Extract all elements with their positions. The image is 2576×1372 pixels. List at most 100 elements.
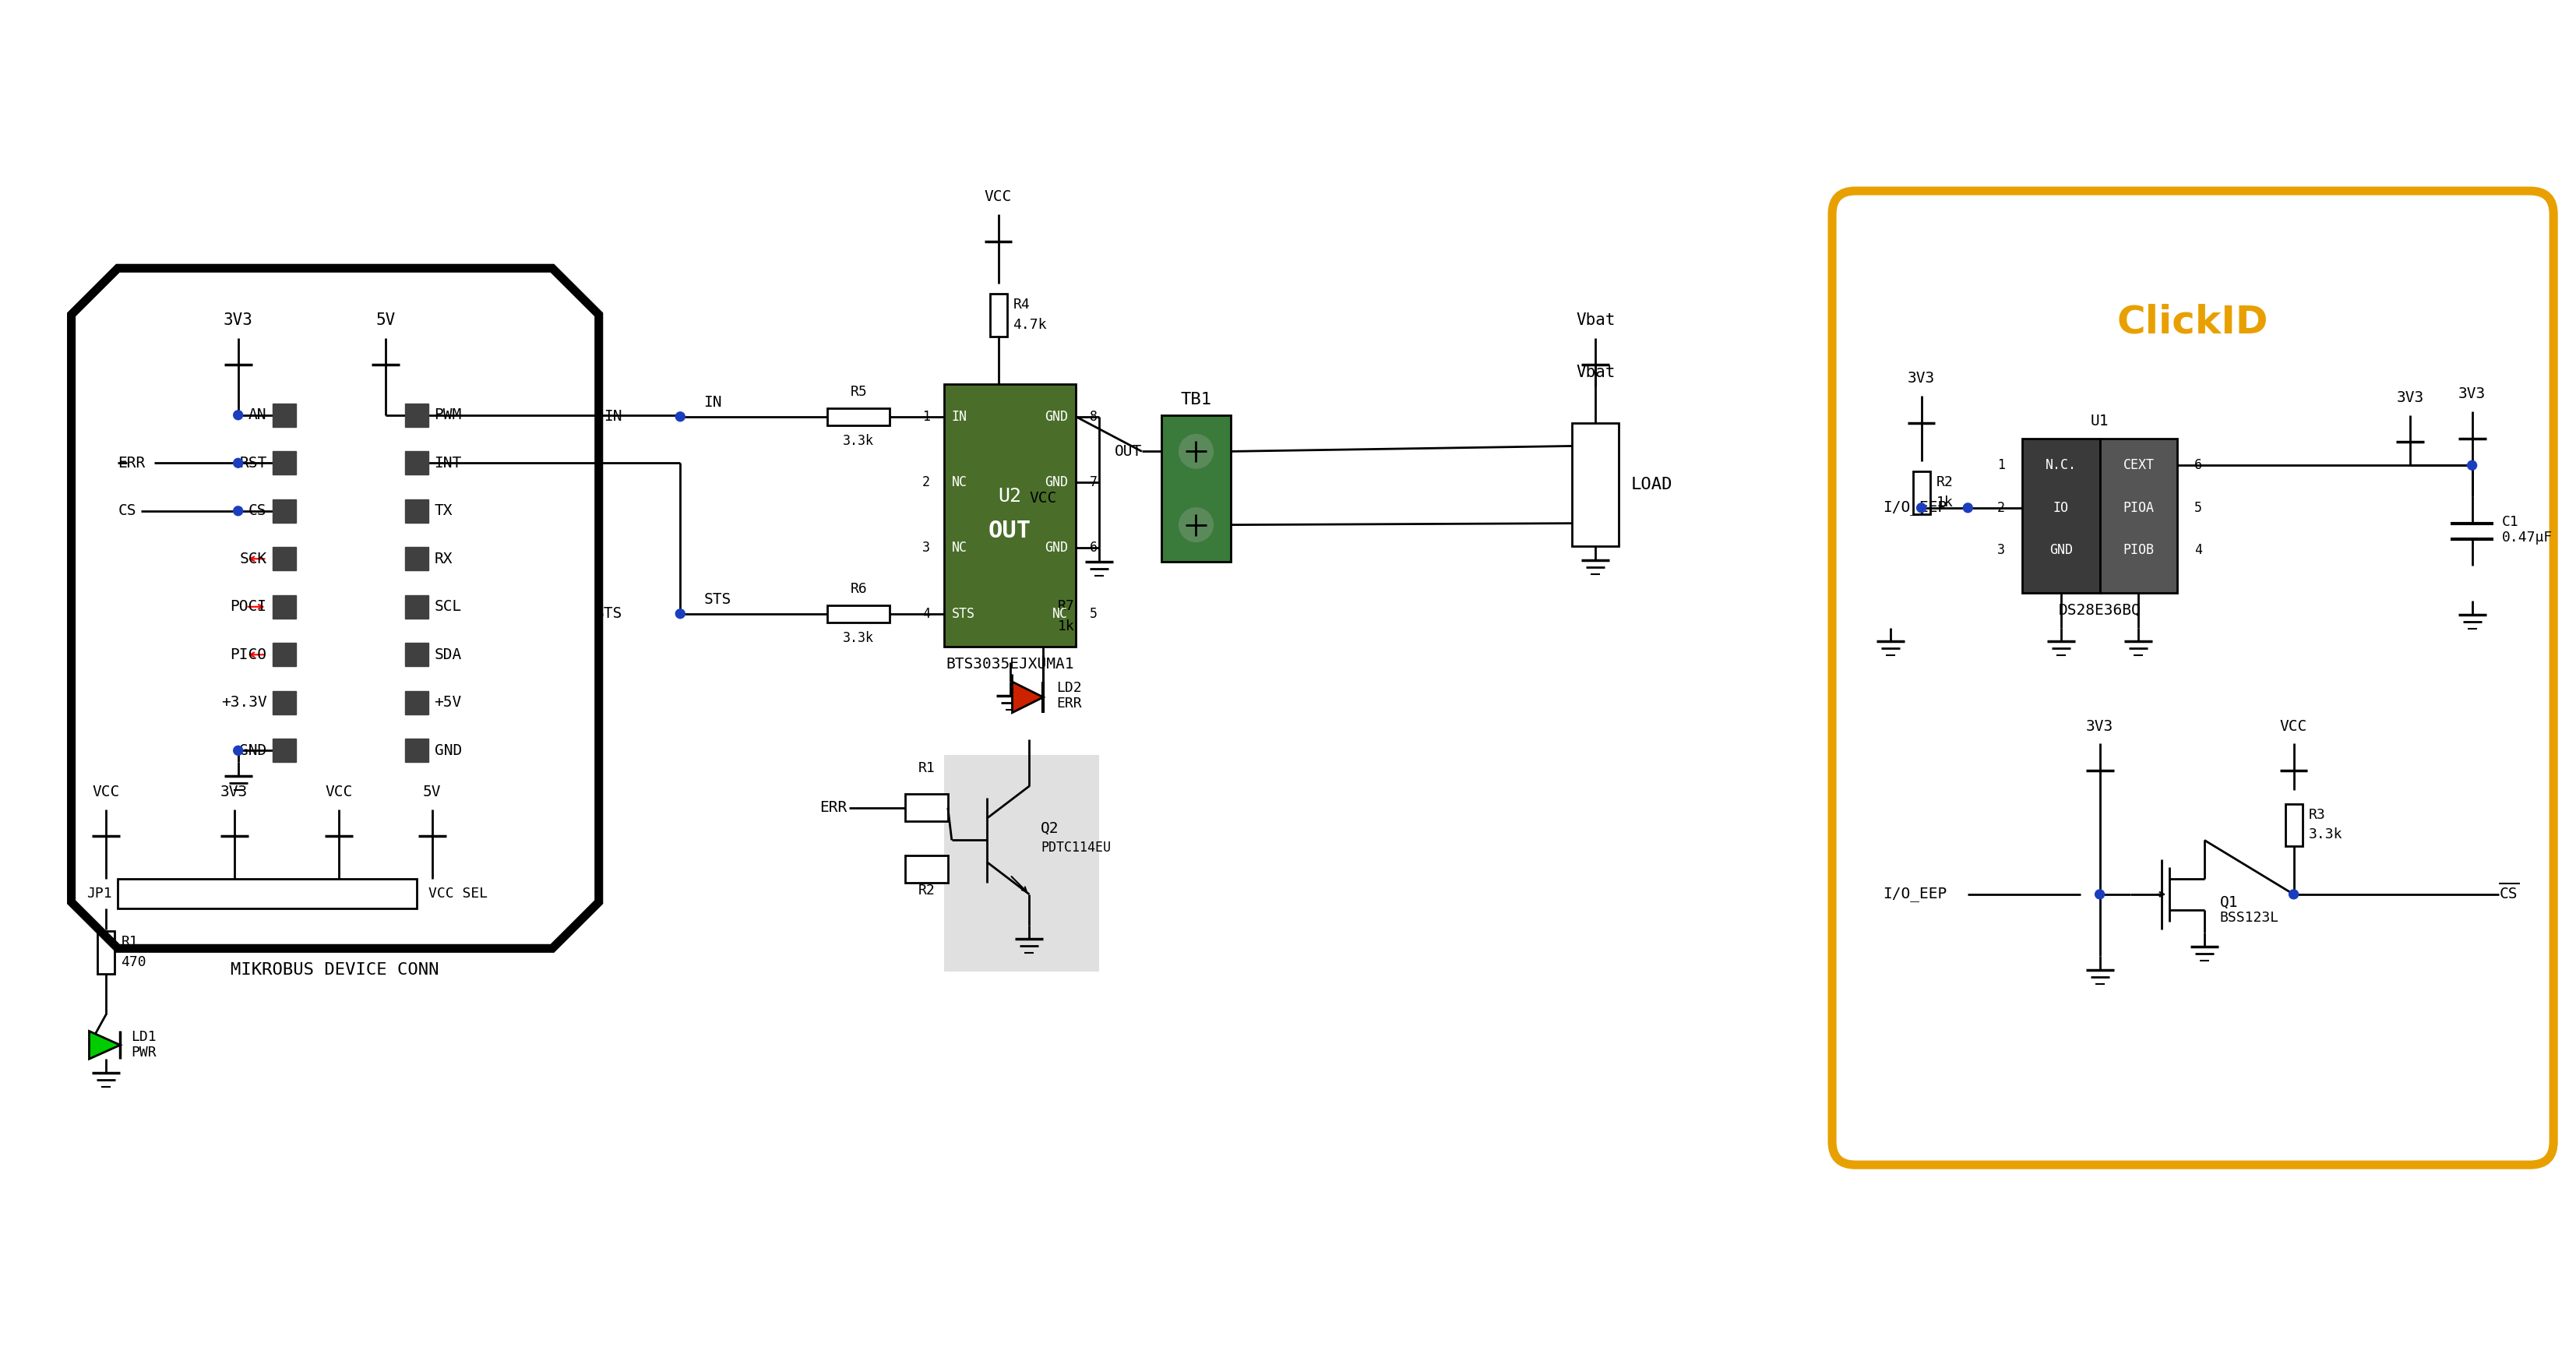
Text: 3V3: 3V3 [2458, 387, 2486, 401]
Text: GND: GND [2050, 543, 2074, 557]
Text: 6: 6 [1090, 541, 1097, 556]
Text: 8: 8 [1090, 410, 1097, 424]
Text: R1: R1 [920, 761, 935, 775]
Text: 6: 6 [2195, 458, 2202, 472]
Text: VCC SEL: VCC SEL [428, 886, 487, 900]
Bar [943, 755, 1100, 971]
Text: OUT: OUT [1115, 445, 1141, 458]
Bar [2099, 438, 2177, 593]
Text: 1k: 1k [1937, 495, 1953, 509]
Bar [273, 451, 296, 475]
Text: IO: IO [2053, 501, 2069, 514]
Circle shape [675, 412, 685, 421]
Circle shape [1963, 504, 1973, 513]
Bar [1036, 595, 1051, 638]
Text: N.C.: N.C. [2045, 458, 2076, 472]
Text: SCK: SCK [240, 552, 268, 567]
Text: STS: STS [595, 606, 621, 622]
Bar [118, 879, 417, 908]
Text: 5: 5 [1090, 606, 1097, 620]
Bar [404, 740, 428, 761]
Text: CS: CS [2499, 886, 2517, 901]
Bar [273, 547, 296, 571]
Text: 4: 4 [2195, 543, 2202, 557]
Text: Vbat: Vbat [1577, 365, 1615, 380]
Text: GND: GND [435, 744, 461, 757]
Text: 3V3: 3V3 [2087, 719, 2112, 734]
Text: LOAD: LOAD [1631, 477, 1672, 493]
Bar [404, 451, 428, 475]
Text: TB1: TB1 [1180, 392, 1211, 407]
Circle shape [1180, 435, 1213, 468]
Text: 5: 5 [2195, 501, 2202, 514]
Text: IN: IN [951, 410, 969, 424]
Text: Q2: Q2 [1041, 822, 1059, 836]
Bar [273, 740, 296, 761]
Text: STS: STS [951, 606, 976, 620]
Bar [1914, 472, 1929, 514]
Circle shape [1917, 504, 1927, 513]
Bar [404, 403, 428, 427]
Text: C1: C1 [2501, 514, 2519, 528]
Text: PWR: PWR [131, 1045, 157, 1059]
Bar [273, 643, 296, 667]
Circle shape [234, 410, 242, 420]
Text: 3.3k: 3.3k [842, 631, 873, 645]
Polygon shape [1012, 682, 1043, 712]
Text: CS: CS [247, 504, 268, 519]
Text: PICO: PICO [229, 648, 268, 663]
Bar [404, 643, 428, 667]
Text: ClickID: ClickID [2117, 303, 2269, 342]
Polygon shape [90, 1032, 121, 1059]
Text: 5V: 5V [376, 313, 394, 328]
Text: NC: NC [951, 541, 969, 556]
Bar [2285, 804, 2303, 847]
Text: R7: R7 [1059, 600, 1074, 613]
Text: 7: 7 [1090, 475, 1097, 490]
Text: U2: U2 [999, 487, 1023, 506]
FancyBboxPatch shape [1832, 191, 2553, 1165]
Bar [827, 605, 889, 623]
Text: 3: 3 [922, 541, 930, 556]
Text: MIKROBUS DEVICE CONN: MIKROBUS DEVICE CONN [232, 962, 440, 978]
Text: 4.7k: 4.7k [1012, 318, 1046, 332]
Text: SCL: SCL [435, 600, 461, 615]
Text: PWM: PWM [435, 407, 461, 423]
Text: TX: TX [435, 504, 453, 519]
Text: VCC: VCC [2280, 719, 2308, 734]
Text: 5V: 5V [422, 785, 440, 800]
Circle shape [1180, 508, 1213, 542]
Text: GND: GND [1046, 410, 1069, 424]
Circle shape [675, 609, 685, 619]
Text: GND: GND [1046, 541, 1069, 556]
Bar [943, 384, 1077, 648]
Text: ERR: ERR [1056, 697, 1082, 711]
Text: 2: 2 [922, 475, 930, 490]
Text: BSS123L: BSS123L [2221, 911, 2280, 925]
Text: VCC: VCC [93, 785, 121, 800]
Text: 3.3k: 3.3k [2308, 827, 2342, 842]
Text: RST: RST [240, 456, 268, 471]
Circle shape [2094, 889, 2105, 899]
Text: VCC: VCC [1030, 491, 1056, 505]
Text: R2: R2 [1937, 475, 1953, 490]
Text: R5: R5 [850, 386, 868, 399]
Text: U1: U1 [2092, 414, 2110, 428]
Text: LD1: LD1 [131, 1030, 157, 1044]
Bar [273, 595, 296, 619]
Bar [1571, 423, 1618, 546]
Text: JP1: JP1 [85, 886, 111, 900]
Bar [2022, 438, 2099, 593]
Text: NC: NC [1054, 606, 1069, 620]
Bar [404, 547, 428, 571]
Text: 3.3k: 3.3k [842, 435, 873, 449]
Text: I/O_EEP: I/O_EEP [1883, 501, 1947, 516]
Text: POCI: POCI [229, 600, 268, 615]
Text: Q1: Q1 [2221, 895, 2239, 910]
Text: PIOA: PIOA [2123, 501, 2154, 514]
Text: +3.3V: +3.3V [222, 696, 268, 711]
Bar [1162, 416, 1231, 563]
Circle shape [2290, 889, 2298, 899]
Text: 2: 2 [1996, 501, 2004, 514]
Text: R4: R4 [1012, 298, 1030, 311]
